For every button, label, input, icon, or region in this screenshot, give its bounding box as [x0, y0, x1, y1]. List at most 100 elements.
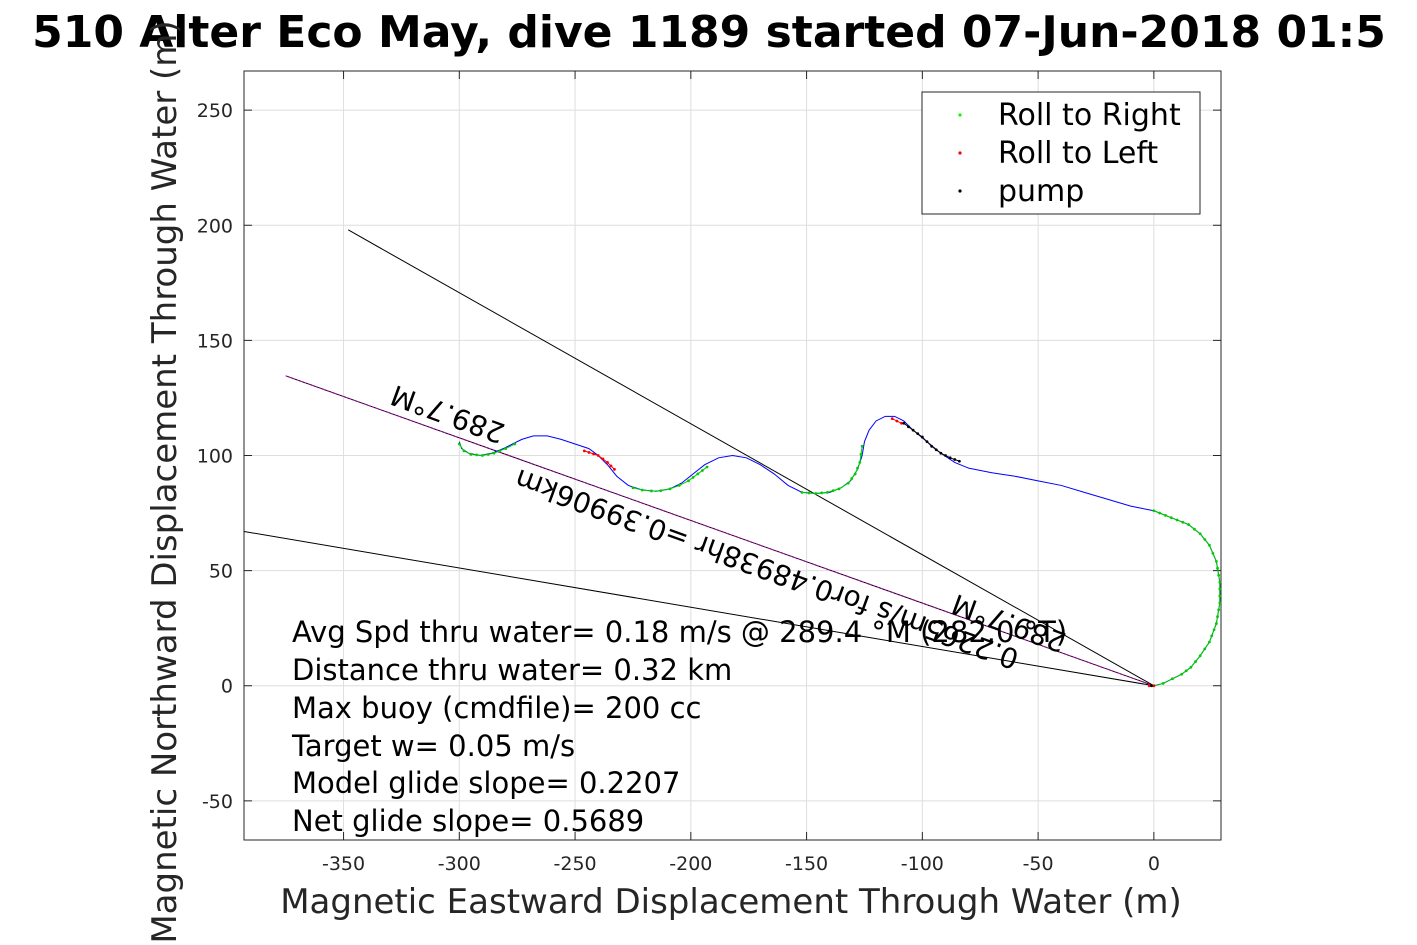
roll-right-point — [1210, 634, 1214, 638]
roll-left-point — [609, 464, 613, 468]
roll-right-point — [1194, 660, 1197, 663]
roll-right-point — [687, 479, 690, 483]
roll-right-point — [1152, 509, 1156, 513]
x-tick-label: -350 — [322, 853, 365, 875]
heading-line-lower — [243, 530, 1154, 687]
roll-right-point — [1211, 551, 1215, 555]
pump-point — [902, 421, 906, 425]
x-tick-label: -200 — [669, 853, 712, 875]
roll-right-point — [859, 452, 863, 456]
roll-right-point — [492, 451, 496, 455]
roll-right-point — [1169, 516, 1173, 520]
roll-right-point — [1189, 665, 1193, 669]
roll-right-point — [1208, 543, 1211, 547]
roll-right-point — [1203, 538, 1207, 541]
roll-right-point — [1192, 527, 1196, 531]
pump-point — [930, 444, 934, 448]
roll-right-point — [1198, 532, 1202, 536]
roll-left-point — [1152, 684, 1156, 688]
x-tick-label: 0 — [1148, 853, 1160, 875]
roll-right-point — [1212, 628, 1216, 632]
y-tick-label: 200 — [197, 215, 233, 237]
ticks: -350 -300 -250 -200 -150 -100 -50 0 -50 0 50 100 150… — [197, 71, 1221, 875]
roll-right-point — [1218, 587, 1222, 591]
roll-right-point — [659, 489, 663, 493]
roll-right-point — [677, 484, 681, 487]
legend: Roll to Right Roll to Left pump — [921, 91, 1201, 215]
roll-right-point — [498, 449, 502, 453]
pump-point — [953, 458, 957, 461]
roll-left-point — [587, 451, 591, 454]
roll-right-point — [513, 442, 517, 446]
roll-right-point — [1216, 566, 1219, 570]
roll-right-point — [1187, 523, 1190, 526]
roll-right-point — [1184, 669, 1188, 673]
roll-right-point — [1217, 573, 1221, 577]
pump-point — [939, 451, 943, 455]
roll-right-point — [1164, 513, 1167, 517]
roll-right-point — [858, 461, 862, 464]
pump-point — [948, 456, 952, 460]
roll-right-point — [814, 492, 818, 495]
pump-point — [934, 448, 938, 452]
roll-right-point — [1161, 682, 1165, 685]
roll-left-point — [1147, 684, 1151, 688]
roll-right-point — [631, 486, 635, 490]
roll-right-point — [807, 491, 811, 495]
y-tick-label: 250 — [197, 100, 233, 122]
roll-right-point — [1218, 594, 1222, 598]
stat-distance: Distance thru water= 0.32 km — [292, 653, 732, 687]
roll-right-point — [1170, 677, 1174, 681]
roll-right-point — [486, 452, 490, 456]
x-tick-label: -250 — [554, 853, 597, 875]
roll-right-line — [632, 466, 708, 492]
roll-right-line — [801, 446, 863, 494]
y-tick-label: 50 — [209, 561, 233, 583]
legend-box — [921, 91, 1201, 215]
stat-target-w: Target w= 0.05 m/s — [291, 729, 575, 763]
chart-title: 510 Alter Eco May, dive 1189 started 07-… — [32, 7, 1386, 58]
roll-right-point — [1208, 640, 1211, 644]
roll-right-point — [850, 477, 854, 480]
stats-block: Avg Spd thru water= 0.18 m/s @ 289.4 °M … — [291, 615, 1067, 838]
roll-right-point — [846, 481, 850, 485]
roll-left-point — [613, 467, 616, 471]
pump-point — [916, 432, 920, 436]
x-tick-label: -300 — [438, 853, 481, 875]
roll-right-point — [1181, 520, 1185, 524]
roll-right-point — [1175, 518, 1179, 522]
roll-left-point — [592, 452, 595, 456]
legend-marker-roll-left — [958, 151, 962, 155]
legend-label-roll-left: Roll to Left — [998, 136, 1158, 171]
roll-right-point — [1214, 622, 1218, 625]
pump-point — [957, 459, 961, 463]
roll-right-line — [1153, 510, 1221, 687]
pump-point — [907, 425, 910, 429]
series — [457, 415, 1222, 688]
stat-model-glide: Model glide slope= 0.2207 — [292, 766, 680, 800]
y-tick-label: 0 — [221, 676, 233, 698]
roll-right-point — [860, 444, 864, 448]
roll-right-point — [820, 491, 824, 495]
y-tick-label: -50 — [202, 791, 233, 813]
roll-right-point — [701, 469, 704, 472]
x-tick-label: -150 — [785, 853, 828, 875]
pump-point — [911, 428, 915, 432]
stat-avg-speed: Avg Spd thru water= 0.18 m/s @ 289.4 °M … — [292, 615, 1067, 649]
x-axis-label: Magnetic Eastward Displacement Through W… — [280, 882, 1182, 922]
pump-point — [925, 440, 929, 444]
y-axis-label: Magnetic Northward Displacement Through … — [145, 20, 185, 943]
stat-max-buoy: Max buoy (cmdfile)= 200 cc — [292, 691, 701, 725]
roll-left-point — [601, 457, 605, 461]
reference-lines — [243, 229, 1155, 687]
y-tick-label: 100 — [197, 446, 233, 468]
roll-right-point — [504, 447, 508, 450]
roll-right-point — [1214, 560, 1218, 563]
roll-right-point — [696, 472, 700, 476]
roll-right-point — [691, 475, 695, 479]
roll-right-point — [831, 489, 835, 493]
roll-right-point — [853, 472, 857, 476]
heading-line-upper — [347, 229, 1155, 687]
y-tick-label: 150 — [197, 330, 233, 352]
